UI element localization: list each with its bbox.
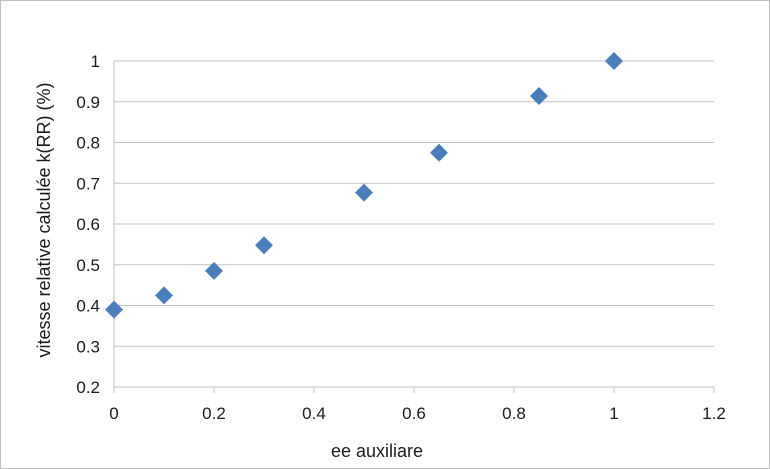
gridlines (114, 60, 714, 347)
data-point (430, 143, 448, 162)
data-points (105, 52, 623, 319)
data-point (355, 183, 373, 202)
y-tick-label: 0.3 (76, 337, 100, 356)
x-tick-label: 1 (609, 404, 618, 423)
x-tick-label: 0.4 (302, 404, 326, 423)
y-tick-label: 0.2 (76, 378, 100, 397)
data-point (155, 286, 173, 305)
data-point (205, 261, 223, 280)
y-tick-label: 1 (91, 52, 100, 71)
y-tick-label: 0.5 (76, 256, 100, 275)
data-point (105, 300, 123, 319)
x-tick-label: 0 (109, 404, 118, 423)
y-tick-label: 0.8 (76, 134, 100, 153)
x-tick-label: 0.8 (502, 404, 526, 423)
x-tick-label: 0.6 (402, 404, 426, 423)
data-point (605, 52, 623, 70)
y-tick-label: 0.9 (76, 93, 100, 112)
y-axis-title: vitesse relative calculée k(RR) (%) (34, 82, 54, 357)
y-tick-labels: 0.2 0.3 0.4 0.5 0.6 0.7 0.8 0.9 1 (76, 52, 100, 397)
x-axis-title: ee auxiliare (331, 441, 423, 461)
y-tick-label: 0.4 (76, 297, 100, 316)
data-point (255, 236, 273, 255)
y-tick-label: 0.6 (76, 215, 100, 234)
x-tick-label: 0.2 (202, 404, 226, 423)
x-tick-label: 1.2 (702, 404, 726, 423)
y-tick-label: 0.7 (76, 174, 100, 193)
x-tick-labels: 0 0.2 0.4 0.6 0.8 1 1.2 (109, 387, 726, 423)
data-point (530, 87, 548, 106)
